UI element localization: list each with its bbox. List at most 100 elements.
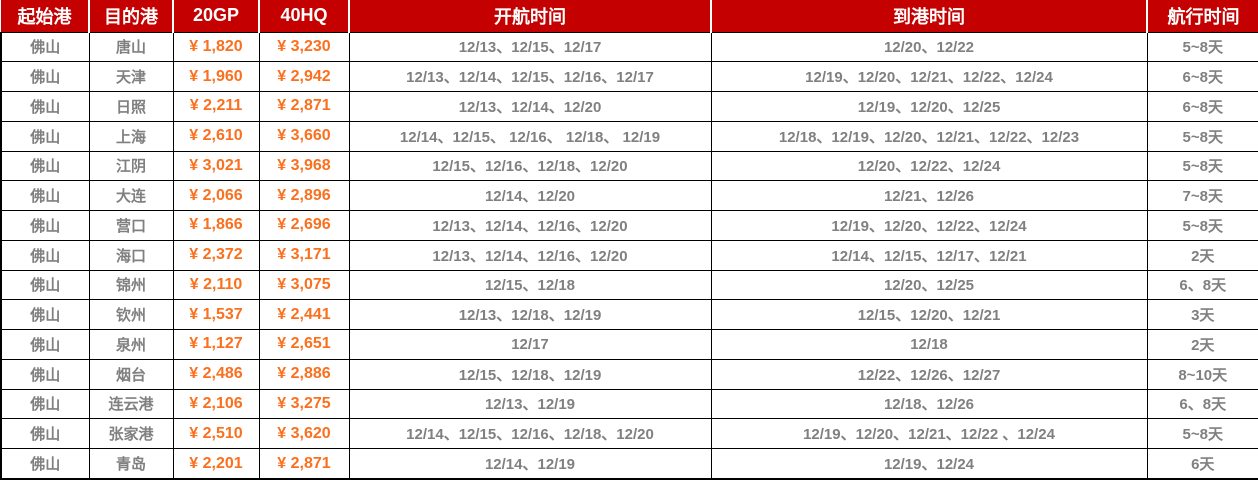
column-header-20gp: 20GP <box>172 0 260 33</box>
table-header: 起始港 目的港 20GP 40HQ 开航时间 到港时间 航行时间 <box>1 0 1258 33</box>
cell-origin: 佛山 <box>0 269 90 301</box>
cell-price-40hq: ¥ 3,275 <box>258 388 350 420</box>
cell-arrival: 12/15、12/20、12/21 <box>710 299 1148 330</box>
cell-origin: 佛山 <box>0 150 90 182</box>
cell-departure: 12/13、12/19 <box>348 388 712 420</box>
cell-price-20gp: ¥ 2,211 <box>172 91 260 122</box>
cell-arrival: 12/20、12/25 <box>710 269 1148 301</box>
cell-duration: 6~8天 <box>1146 61 1258 92</box>
cell-departure: 12/15、12/18 <box>348 269 712 301</box>
cell-destination: 大连 <box>88 180 174 211</box>
cell-destination: 营口 <box>88 210 174 241</box>
cell-price-40hq: ¥ 2,441 <box>258 299 350 330</box>
column-header-destination: 目的港 <box>88 0 174 33</box>
cell-price-40hq: ¥ 2,651 <box>258 329 350 360</box>
cell-price-40hq: ¥ 2,896 <box>258 180 350 211</box>
cell-departure: 12/14、12/15、 12/16、 12/18、 12/19 <box>348 120 712 152</box>
column-header-duration: 航行时间 <box>1146 0 1258 33</box>
cell-duration: 6、8天 <box>1146 269 1258 301</box>
table-row: 佛山 张家港 ¥ 2,510 ¥ 3,620 12/14、12/15、12/16、12/… <box>0 418 1258 449</box>
cell-origin: 佛山 <box>0 31 90 63</box>
cell-destination: 天津 <box>88 61 174 92</box>
cell-duration: 6天 <box>1146 448 1258 480</box>
cell-arrival: 12/20、12/22 <box>710 31 1148 63</box>
cell-price-20gp: ¥ 2,372 <box>172 239 260 271</box>
cell-price-40hq: ¥ 2,886 <box>258 358 350 390</box>
cell-destination: 锦州 <box>88 269 174 301</box>
table-row: 佛山 泉州 ¥ 1,127 ¥ 2,651 12/17 12/18 2天 <box>0 329 1258 360</box>
cell-departure: 12/13、12/14、12/16、12/20 <box>348 210 712 241</box>
cell-arrival: 12/20、12/22、12/24 <box>710 150 1148 182</box>
cell-destination: 江阴 <box>88 150 174 182</box>
cell-destination: 张家港 <box>88 418 174 449</box>
cell-price-40hq: ¥ 3,230 <box>258 31 350 63</box>
cell-departure: 12/13、12/18、12/19 <box>348 299 712 330</box>
cell-duration: 5~8天 <box>1146 120 1258 152</box>
cell-duration: 5~8天 <box>1146 150 1258 182</box>
table-row: 佛山 日照 ¥ 2,211 ¥ 2,871 12/13、12/14、12/20 12/19… <box>0 91 1258 122</box>
table-row: 佛山 唐山 ¥ 1,820 ¥ 3,230 12/13、12/15、12/17 12/20… <box>0 31 1258 63</box>
table-row: 佛山 营口 ¥ 1,866 ¥ 2,696 12/13、12/14、12/16、12/2… <box>0 210 1258 241</box>
cell-origin: 佛山 <box>0 61 90 92</box>
table-row: 佛山 海口 ¥ 2,372 ¥ 3,171 12/13、12/14、12/16、12/2… <box>0 239 1258 271</box>
cell-departure: 12/13、12/14、12/15、12/16、12/17 <box>348 61 712 92</box>
cell-destination: 青岛 <box>88 448 174 480</box>
cell-price-40hq: ¥ 3,968 <box>258 150 350 182</box>
cell-price-20gp: ¥ 1,820 <box>172 31 260 63</box>
cell-duration: 7~8天 <box>1146 180 1258 211</box>
cell-duration: 2天 <box>1146 239 1258 271</box>
cell-price-20gp: ¥ 1,127 <box>172 329 260 360</box>
cell-origin: 佛山 <box>0 180 90 211</box>
table-row: 佛山 大连 ¥ 2,066 ¥ 2,896 12/14、12/20 12/21、12/26… <box>0 180 1258 211</box>
cell-arrival: 12/19、12/20、12/22、12/24 <box>710 210 1148 241</box>
cell-duration: 5~8天 <box>1146 418 1258 449</box>
cell-duration: 8~10天 <box>1146 358 1258 390</box>
table-row: 佛山 上海 ¥ 2,610 ¥ 3,660 12/14、12/15、 12/16、 12… <box>0 120 1258 152</box>
cell-origin: 佛山 <box>0 358 90 390</box>
column-header-departure: 开航时间 <box>348 0 712 33</box>
cell-destination: 烟台 <box>88 358 174 390</box>
cell-price-40hq: ¥ 3,075 <box>258 269 350 301</box>
cell-departure: 12/14、12/20 <box>348 180 712 211</box>
cell-origin: 佛山 <box>0 388 90 420</box>
cell-price-20gp: ¥ 3,021 <box>172 150 260 182</box>
cell-price-20gp: ¥ 2,201 <box>172 448 260 480</box>
cell-origin: 佛山 <box>0 329 90 360</box>
cell-origin: 佛山 <box>0 239 90 271</box>
cell-origin: 佛山 <box>0 120 90 152</box>
cell-duration: 2天 <box>1146 329 1258 360</box>
cell-arrival: 12/14、12/15、12/17、12/21 <box>710 239 1148 271</box>
cell-departure: 12/15、12/16、12/18、12/20 <box>348 150 712 182</box>
cell-price-20gp: ¥ 2,510 <box>172 418 260 449</box>
cell-price-20gp: ¥ 2,486 <box>172 358 260 390</box>
table-row: 佛山 青岛 ¥ 2,201 ¥ 2,871 12/14、12/19 12/19、12/24… <box>0 448 1258 480</box>
table-body: 佛山 唐山 ¥ 1,820 ¥ 3,230 12/13、12/15、12/17 12/20… <box>0 31 1258 480</box>
cell-origin: 佛山 <box>0 91 90 122</box>
cell-departure: 12/15、12/18、12/19 <box>348 358 712 390</box>
cell-arrival: 12/18 <box>710 329 1148 360</box>
cell-price-20gp: ¥ 2,110 <box>172 269 260 301</box>
cell-departure: 12/14、12/19 <box>348 448 712 480</box>
cell-arrival: 12/21、12/26 <box>710 180 1148 211</box>
cell-origin: 佛山 <box>0 448 90 480</box>
table-row: 佛山 江阴 ¥ 3,021 ¥ 3,968 12/15、12/16、12/18、12/2… <box>0 150 1258 182</box>
cell-destination: 钦州 <box>88 299 174 330</box>
cell-origin: 佛山 <box>0 299 90 330</box>
cell-departure: 12/13、12/15、12/17 <box>348 31 712 63</box>
cell-duration: 6~8天 <box>1146 91 1258 122</box>
cell-duration: 5~8天 <box>1146 31 1258 63</box>
cell-arrival: 12/22、12/26、12/27 <box>710 358 1148 390</box>
cell-price-40hq: ¥ 3,620 <box>258 418 350 449</box>
cell-arrival: 12/19、12/20、12/21、12/22 、12/24 <box>710 418 1148 449</box>
table-row: 佛山 锦州 ¥ 2,110 ¥ 3,075 12/15、12/18 12/20、12/25… <box>0 269 1258 301</box>
column-header-arrival: 到港时间 <box>710 0 1148 33</box>
cell-price-20gp: ¥ 2,106 <box>172 388 260 420</box>
cell-destination: 泉州 <box>88 329 174 360</box>
cell-price-20gp: ¥ 1,960 <box>172 61 260 92</box>
table-row: 佛山 连云港 ¥ 2,106 ¥ 3,275 12/13、12/19 12/18、12/2… <box>0 388 1258 420</box>
table-row: 佛山 烟台 ¥ 2,486 ¥ 2,886 12/15、12/18、12/19 12/22… <box>0 358 1258 390</box>
cell-duration: 6、8天 <box>1146 388 1258 420</box>
cell-arrival: 12/19、12/24 <box>710 448 1148 480</box>
cell-price-40hq: ¥ 2,871 <box>258 448 350 480</box>
